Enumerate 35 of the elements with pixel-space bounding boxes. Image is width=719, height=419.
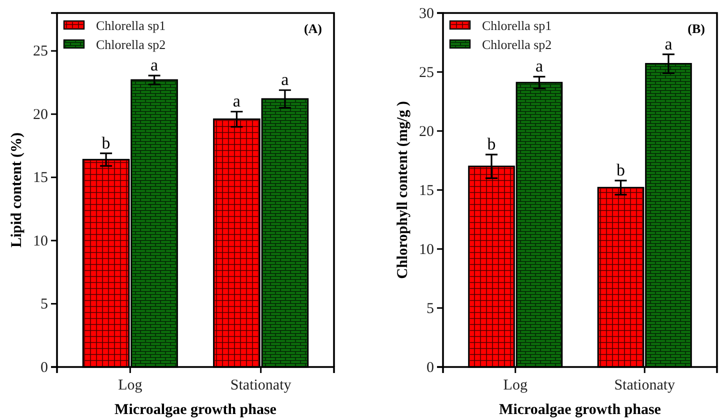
y-tick-label: 10	[419, 242, 434, 258]
annotation: a	[664, 34, 673, 54]
legend-label: Chlorella sp2	[482, 37, 552, 52]
text: (B)	[688, 21, 705, 36]
text: (A)	[304, 21, 322, 36]
y-tick-label: 15	[419, 182, 434, 199]
y-tick-label: 25	[419, 64, 434, 81]
y-axis-title: Chlorophyll content (mg/g )	[395, 101, 411, 279]
x-tick-label: Stationaty	[230, 378, 292, 394]
annotation: a	[232, 92, 241, 111]
y-tick-label: 15	[33, 170, 48, 186]
annotation: a	[535, 56, 544, 76]
x-tick-label: Stationaty	[614, 378, 676, 394]
legend-label: Chlorella sp1	[482, 18, 552, 33]
x-axis-title: Microalgae growth phase	[114, 402, 277, 418]
x-axis-title: Microalgae growth phase	[499, 402, 662, 418]
y-tick-label: 5	[426, 300, 434, 317]
legend-label: Chlorella sp1	[96, 18, 166, 33]
y-tick-label: 10	[33, 233, 48, 250]
y-tick-label: 20	[33, 106, 48, 123]
annotation: b	[616, 160, 626, 180]
y-tick-label: 5	[40, 296, 48, 313]
annotation: b	[487, 134, 496, 154]
y-tick-label: 0	[40, 360, 48, 376]
x-tick-label: Log	[118, 378, 143, 394]
y-tick-label: 20	[419, 124, 434, 140]
x-tick-label: Log	[503, 378, 528, 394]
annotation: a	[281, 70, 290, 90]
y-tick-label: 25	[33, 44, 48, 60]
y-axis-title: Lipid content (%)	[9, 132, 25, 248]
y-tick-label: 30	[419, 6, 434, 22]
annotation: b	[102, 133, 110, 152]
annotation: a	[150, 56, 159, 75]
y-tick-label: 0	[426, 360, 434, 376]
legend-label: Chlorella sp2	[96, 37, 166, 52]
